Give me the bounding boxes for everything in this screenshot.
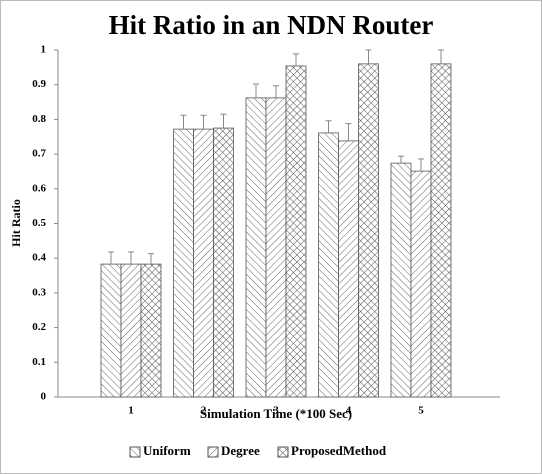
legend-swatch — [277, 446, 289, 458]
y-tick-label: 0.6 — [32, 182, 46, 194]
bar — [173, 128, 194, 398]
x-tick-label: 5 — [418, 405, 424, 417]
y-tick-label: 0.4 — [32, 252, 46, 264]
x-axis-title: Simulation Time (*100 Sec) — [200, 406, 352, 421]
y-axis-title: Hit Ratio — [9, 199, 23, 247]
y-tick-label: 0.5 — [32, 217, 46, 229]
y-tick-label: 0 — [41, 391, 47, 403]
bar — [213, 127, 234, 398]
bar — [430, 63, 452, 398]
y-tick-label: 1 — [41, 44, 47, 56]
y-tick-label: 0.3 — [32, 286, 46, 298]
y-tick-label: 0.1 — [32, 356, 46, 368]
bar — [140, 263, 162, 398]
y-tick-label: 0.9 — [32, 78, 46, 90]
legend-label: Degree — [221, 443, 260, 458]
bar — [285, 65, 307, 398]
x-tick-label: 2 — [201, 405, 207, 417]
legend-swatch — [129, 446, 141, 458]
bar — [358, 63, 379, 398]
legend-label: ProposedMethod — [291, 443, 387, 458]
bar — [265, 97, 287, 398]
legend-label: Uniform — [143, 443, 191, 458]
bar — [245, 97, 267, 398]
bar — [410, 170, 432, 398]
x-tick-label: 3 — [273, 405, 279, 417]
x-tick-label: 1 — [128, 405, 134, 417]
bar — [338, 140, 359, 398]
x-tick-label: 4 — [346, 405, 352, 417]
bar — [193, 128, 214, 398]
y-tick-label: 0.7 — [32, 148, 46, 160]
bar — [100, 263, 122, 398]
legend-swatch — [207, 446, 219, 458]
bar — [390, 162, 412, 398]
y-tick-label: 0.2 — [32, 321, 46, 333]
bar — [120, 263, 142, 398]
bar — [318, 132, 339, 398]
chart-title: Hit Ratio in an NDN Router — [109, 10, 434, 40]
y-tick-label: 0.8 — [32, 113, 46, 125]
